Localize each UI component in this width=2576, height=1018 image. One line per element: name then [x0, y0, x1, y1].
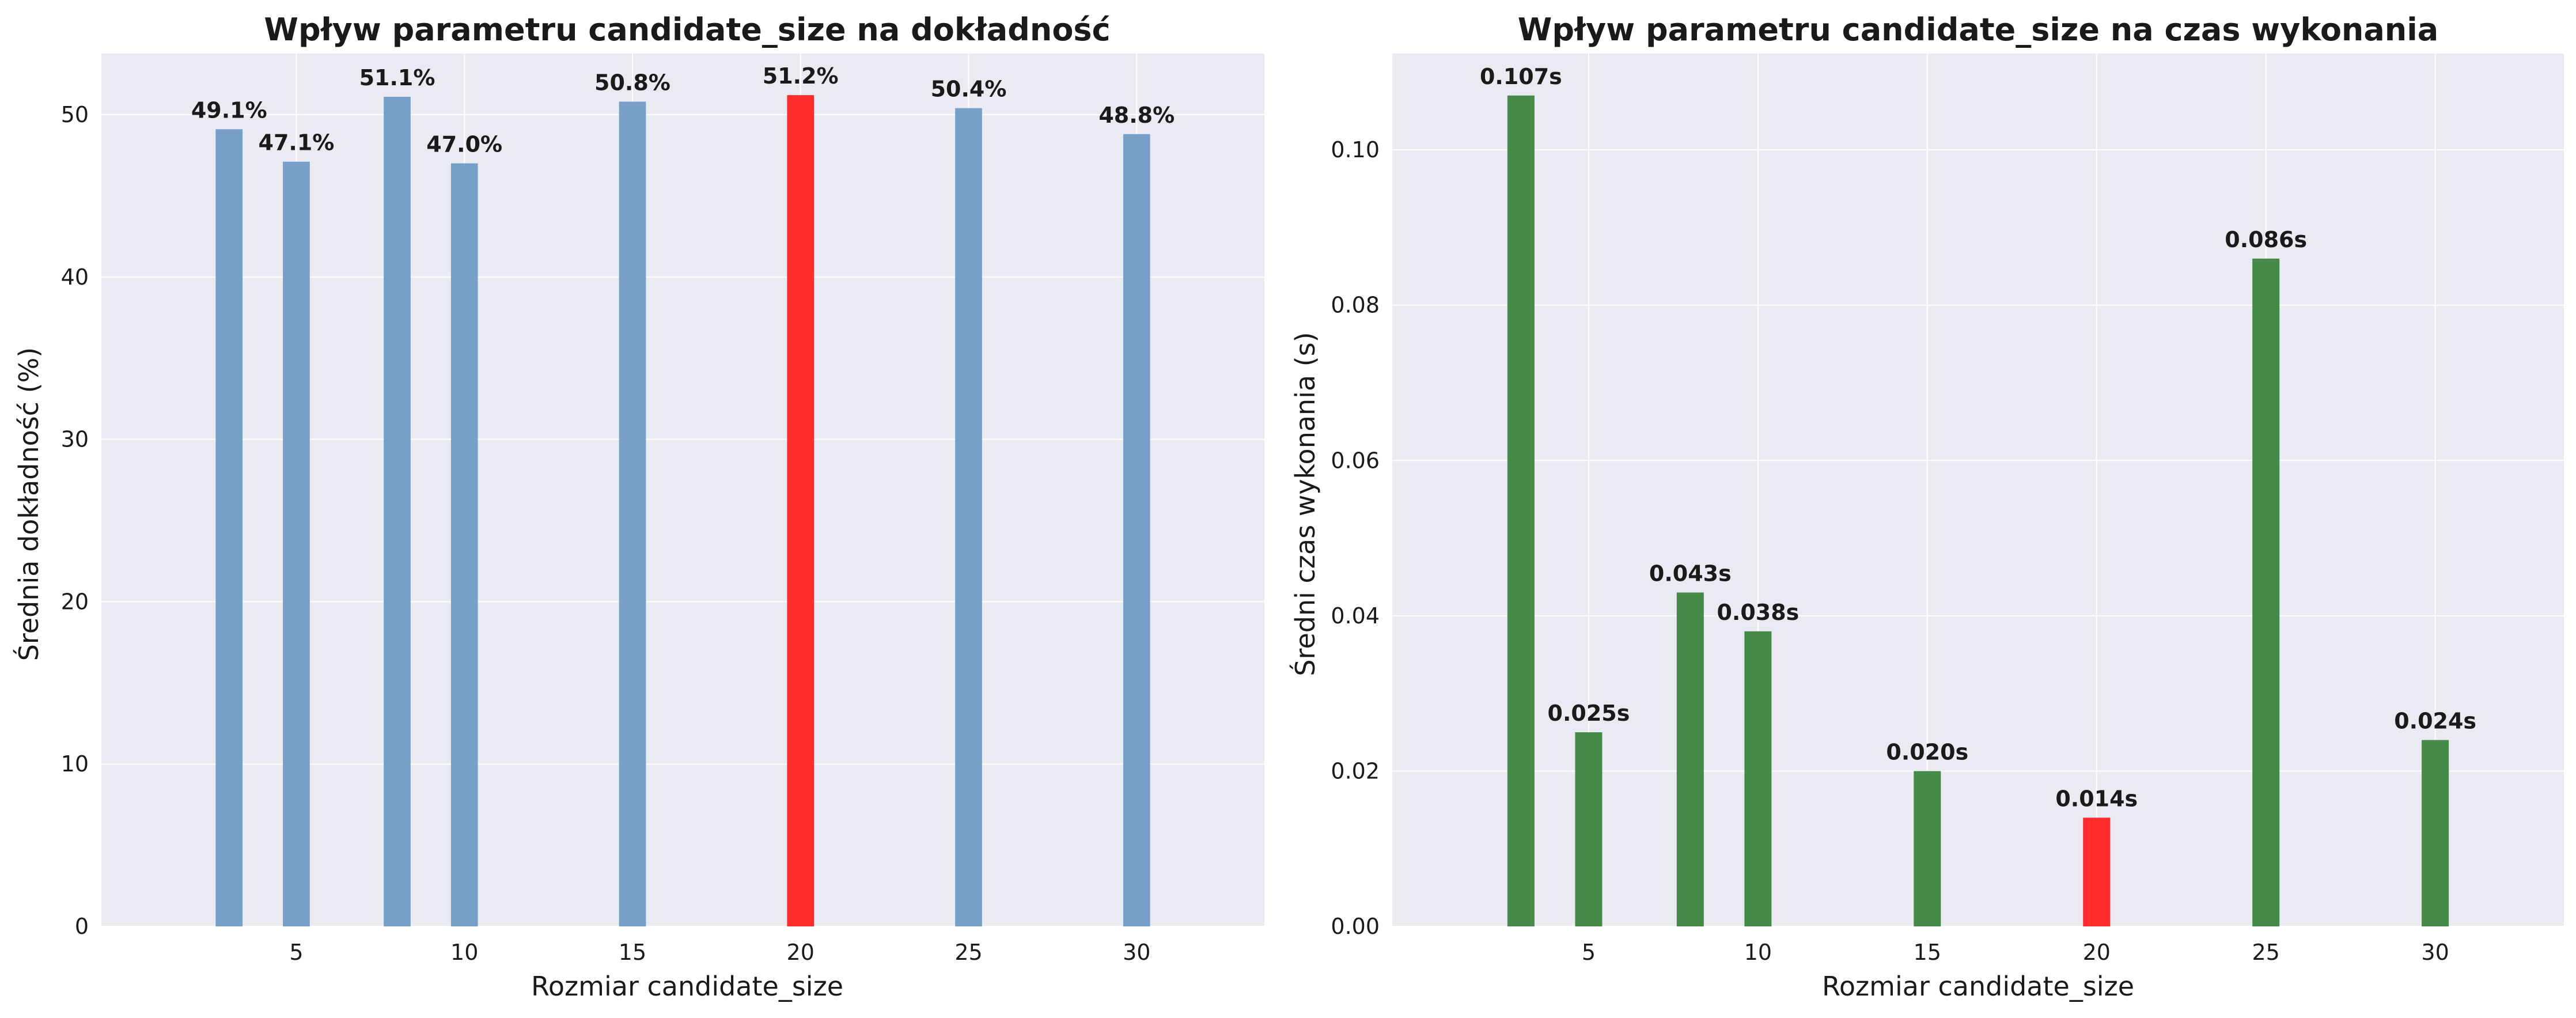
y-tick-label: 0.08	[1331, 293, 1380, 318]
bar-highlight	[2083, 818, 2111, 926]
x-tick-label: 10	[1744, 940, 1772, 965]
y-tick-label: 0.00	[1331, 914, 1380, 939]
y-tick-label: 0.06	[1331, 448, 1380, 473]
chart-title: Wpływ parametru candidate_size na czas w…	[1518, 12, 2438, 48]
x-tick-label: 25	[2252, 940, 2280, 965]
y-tick-label: 0.02	[1331, 758, 1380, 784]
accuracy-chart: 0 10 20 30 40 50 5 10 15 20 25 30 49.1% 47.1% 51.1% 47.…	[13, 12, 1264, 1002]
bar-value-label: 0.020s	[1886, 739, 1968, 765]
time-chart: 0.00 0.02 0.04 0.06 0.08 0.10 5 10 15 20 25 30 0.107…	[1290, 12, 2564, 1002]
y-axis-label: Średni czas wykonania (s)	[1290, 332, 1321, 676]
bar-value-label: 0.043s	[1649, 561, 1732, 586]
bar-value-label: 0.107s	[1480, 64, 1562, 89]
bar	[1575, 732, 1603, 926]
bar	[1744, 631, 1772, 926]
bar-value-label: 51.1%	[359, 65, 435, 90]
y-tick-label: 30	[61, 427, 89, 452]
plot-area	[1392, 54, 2564, 926]
chart-title: Wpływ parametru candidate_size na dokład…	[264, 12, 1110, 48]
y-tick-label: 40	[61, 264, 89, 290]
x-tick-label: 20	[787, 940, 815, 965]
x-tick-label: 30	[1123, 940, 1150, 965]
x-tick-label: 30	[2421, 940, 2449, 965]
bar	[619, 101, 646, 927]
y-tick-label: 20	[61, 589, 89, 614]
bar-value-label: 0.014s	[2055, 786, 2138, 811]
y-axis-label: Średnia dokładność (%)	[13, 347, 44, 661]
x-tick-label: 25	[954, 940, 982, 965]
bar-value-label: 0.025s	[1548, 701, 1630, 726]
bar-value-label: 47.0%	[426, 132, 502, 157]
y-tick-label: 0	[75, 914, 89, 939]
bar-value-label: 47.1%	[259, 130, 335, 156]
x-tick-label: 5	[289, 940, 303, 965]
bar-value-label: 49.1%	[191, 97, 267, 123]
x-tick-label: 10	[450, 940, 478, 965]
x-tick-label: 20	[2083, 940, 2111, 965]
bar	[1676, 592, 1704, 926]
x-axis-label: Rozmiar candidate_size	[1822, 971, 2134, 1002]
bar-value-label: 50.8%	[594, 70, 670, 95]
x-tick-label: 5	[1582, 940, 1596, 965]
bar-value-label: 0.086s	[2225, 227, 2307, 252]
x-axis-label: Rozmiar candidate_size	[531, 971, 843, 1002]
bar	[2252, 258, 2280, 926]
bar	[1914, 771, 1941, 926]
bar-value-label: 51.2%	[763, 63, 839, 89]
bar	[1507, 95, 1535, 927]
x-tick-label: 15	[619, 940, 646, 965]
bar-value-label: 0.024s	[2394, 709, 2476, 734]
bar-value-label: 0.038s	[1717, 600, 1799, 625]
y-tick-label: 0.10	[1331, 137, 1380, 162]
plot-area	[101, 54, 1264, 926]
bar-highlight	[787, 95, 815, 927]
bar	[955, 108, 982, 926]
bar	[1123, 134, 1150, 927]
bar	[384, 96, 411, 926]
y-tick-label: 50	[61, 102, 89, 127]
bar	[2422, 740, 2449, 926]
y-tick-label: 10	[61, 751, 89, 777]
x-tick-label: 15	[1914, 940, 1941, 965]
bar-value-label: 50.4%	[931, 77, 1007, 102]
bar	[450, 163, 478, 927]
bar	[215, 129, 243, 927]
y-tick-label: 0.04	[1331, 603, 1380, 629]
bar	[283, 161, 310, 927]
bar-value-label: 48.8%	[1098, 103, 1175, 128]
